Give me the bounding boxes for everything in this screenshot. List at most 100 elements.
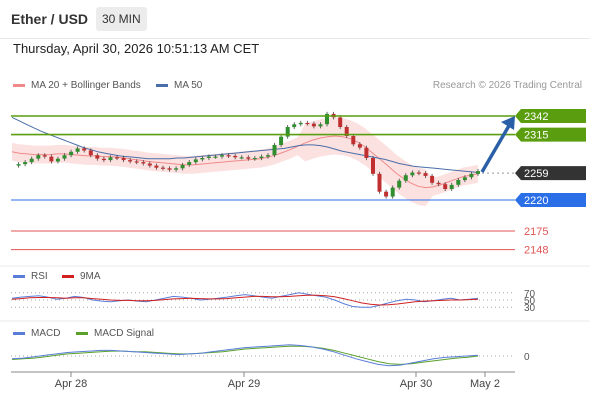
candle-up: [206, 156, 211, 158]
x-tick-label: Apr 28: [55, 378, 87, 390]
candle-up: [36, 155, 41, 159]
projection-arrow-head: [501, 116, 515, 130]
candle-up: [298, 122, 303, 125]
candle-up: [252, 158, 257, 160]
copyright: Research © 2026 Trading Central: [432, 80, 582, 91]
candle-down: [416, 172, 421, 174]
candle-down: [233, 155, 238, 158]
candle-up: [174, 168, 179, 170]
rsi-ma-swatch: [62, 274, 74, 278]
candle-up: [403, 175, 408, 181]
legend-ma50: MA 50: [156, 80, 202, 91]
candle-up: [108, 157, 113, 161]
candle-down: [141, 162, 146, 164]
rsi-swatch: [13, 274, 25, 278]
macd-level-label: 0: [524, 352, 530, 363]
ma20-swatch: [13, 83, 25, 87]
candle-down: [423, 173, 428, 176]
candle-up: [318, 124, 323, 127]
rsi-level-label: 70: [524, 289, 536, 300]
candle-up: [292, 124, 297, 128]
rsi-label: RSI: [31, 271, 48, 282]
candle-up: [23, 162, 28, 165]
level-2342-label-bg: [515, 109, 586, 123]
candle-up: [62, 155, 67, 159]
projection-arrow: [480, 123, 512, 173]
x-tick-label: May 2: [470, 378, 500, 390]
candle-up: [16, 164, 21, 166]
rsi-ma-line: [11, 294, 479, 306]
candle-down: [338, 117, 343, 127]
candle-down: [311, 123, 316, 127]
rsi-ma-label: 9MA: [80, 271, 101, 282]
ma20-label: MA 20 + Bollinger Bands: [31, 80, 141, 91]
candle-up: [220, 155, 224, 157]
level-2259-label-bg: [515, 166, 586, 181]
candle-up: [266, 155, 270, 157]
candle-down: [344, 127, 349, 136]
candle-down: [226, 155, 231, 157]
top-bar: Ether / USD 30 MIN: [0, 0, 590, 39]
candle-down: [377, 173, 382, 192]
level-2315-label-bg: [515, 127, 586, 142]
candle-up: [55, 158, 60, 162]
candle-down: [88, 150, 93, 156]
candle-down: [154, 165, 159, 168]
candle-up: [449, 184, 454, 189]
candle-up: [259, 156, 264, 158]
level-2148-label: 2148: [524, 245, 548, 257]
level-2259-label: 2259: [524, 168, 548, 180]
candle-up: [200, 158, 205, 160]
macd-signal-swatch: [76, 331, 88, 335]
level-2220-label-bg: [515, 193, 586, 207]
level-2315-label: 2315: [524, 130, 548, 142]
candle-down: [42, 155, 47, 157]
legend-rsi: RSI: [13, 271, 48, 282]
ma20-line: [11, 135, 479, 189]
ma50-line: [11, 116, 479, 173]
rsi-level-label: 50: [524, 296, 536, 307]
macd-label: MACD: [31, 328, 61, 339]
candle-down: [364, 147, 369, 158]
legend-rsi-ma: 9MA: [62, 271, 101, 282]
legend-ma20: MA 20 + Bollinger Bands: [13, 80, 141, 91]
rsi-line: [11, 292, 479, 308]
chart-datetime: Thursday, April 30, 2026 10:51:13 AM CET: [13, 41, 260, 56]
macd-signal-line: [11, 345, 479, 365]
interval-button[interactable]: 30 MIN: [96, 7, 147, 31]
candle-down: [95, 155, 100, 159]
candle-up: [75, 148, 80, 152]
candle-up: [397, 180, 402, 188]
candle-up: [279, 136, 284, 145]
candle-down: [128, 160, 133, 162]
candle-up: [29, 158, 34, 163]
candle-down: [167, 168, 172, 170]
candle-down: [436, 182, 441, 185]
candle-up: [390, 187, 395, 197]
candle-down: [371, 158, 375, 174]
candle-up: [476, 171, 480, 174]
macd-swatch: [13, 331, 25, 335]
bollinger-band: [12, 117, 478, 207]
candle-up: [469, 173, 474, 178]
candle-up: [187, 162, 192, 165]
candle-down: [161, 167, 165, 169]
candle-up: [325, 113, 329, 125]
candle-down: [121, 158, 126, 161]
macd-line: [11, 344, 479, 367]
candle-up: [180, 164, 185, 169]
instrument-title: Ether / USD: [11, 11, 89, 27]
candle-up: [272, 144, 277, 156]
candle-down: [49, 156, 54, 162]
candle-down: [305, 122, 310, 125]
candle-up: [410, 172, 415, 176]
candle-down: [101, 158, 106, 161]
level-2175-label: 2175: [524, 226, 548, 238]
x-tick-label: Apr 29: [228, 378, 260, 390]
candle-up: [285, 127, 290, 137]
candle-up: [213, 156, 218, 158]
candle-up: [456, 180, 461, 185]
candle-down: [430, 175, 435, 183]
legend-macd: MACD: [13, 328, 60, 339]
